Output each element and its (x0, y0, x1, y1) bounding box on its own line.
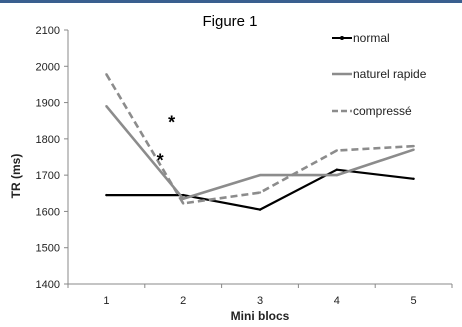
y-tick-label: 1500 (36, 243, 60, 255)
x-tick-label: 3 (257, 295, 263, 307)
y-tick-label: 1900 (36, 98, 60, 110)
data-point (182, 193, 185, 197)
y-tick-label: 1400 (36, 279, 60, 291)
y-axis-label: TR (ms) (9, 154, 23, 199)
legend-label-1: naturel rapide (353, 67, 427, 81)
data-point (105, 193, 108, 197)
top-border (0, 0, 462, 3)
annotation-asterisk: * (157, 151, 164, 171)
legend-marker (340, 36, 344, 40)
legend-label-2: compressé (353, 104, 412, 118)
data-point (258, 191, 262, 194)
data-point (335, 149, 338, 152)
data-point (412, 177, 415, 180)
data-point (182, 197, 185, 200)
x-tick-label: 1 (103, 295, 109, 307)
y-tick-label: 2100 (36, 25, 60, 37)
x-tick-label: 5 (411, 295, 417, 307)
annotation-asterisk: * (168, 113, 175, 133)
x-tick-label: 4 (334, 295, 340, 307)
data-point (412, 144, 415, 148)
data-point (105, 73, 108, 76)
data-point (412, 148, 415, 151)
y-tick-label: 1600 (36, 206, 60, 218)
legend-label-0: normal (353, 31, 390, 45)
x-ticks: 1 2 3 4 5 (67, 284, 453, 307)
data-point (335, 173, 338, 177)
y-tick-label: 1800 (36, 134, 60, 146)
data-point (335, 168, 338, 171)
chart-title: Figure 1 (202, 13, 257, 30)
x-axis-label: Mini blocs (231, 309, 290, 323)
y-tick-label: 2000 (36, 61, 60, 73)
legend: normal naturel rapide compressé (332, 31, 427, 118)
series-lines (105, 73, 415, 211)
y-ticks: 1400 1500 1600 1700 1800 1900 2000 2100 (36, 25, 68, 291)
annotations: ** (157, 113, 176, 171)
data-point (182, 202, 185, 205)
x-tick-label: 2 (180, 295, 186, 307)
data-point (258, 173, 262, 177)
data-point (258, 208, 262, 211)
series-line-2 (105, 73, 414, 205)
data-point (105, 105, 108, 108)
y-tick-label: 1700 (36, 170, 60, 182)
